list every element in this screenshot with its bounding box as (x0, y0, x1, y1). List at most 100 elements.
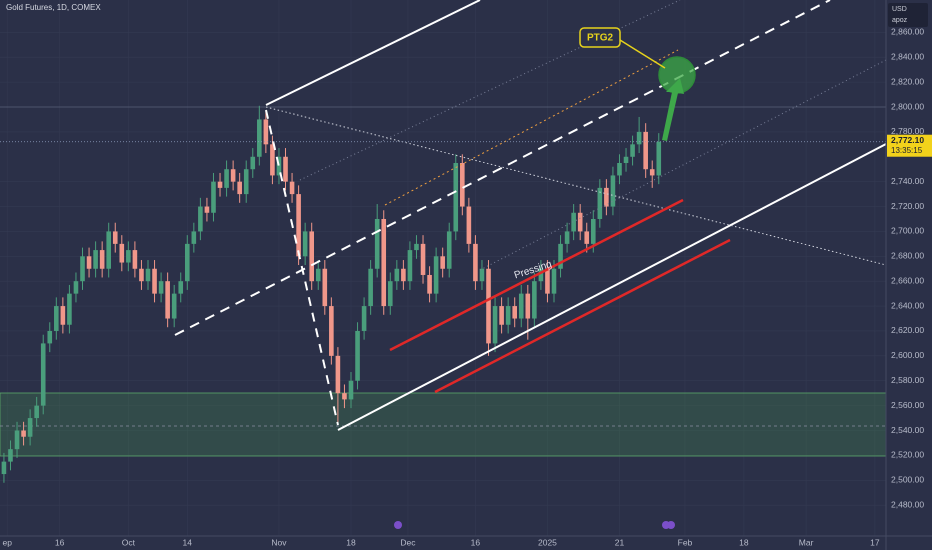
price-tag-label: 2,772.10 (891, 135, 924, 145)
drawings (174, 0, 887, 431)
y-tick-label: 2,500.00 (891, 475, 924, 485)
candle-body (329, 306, 334, 356)
candle-body (361, 306, 367, 331)
y-tick-label: 2,620.00 (891, 325, 924, 335)
y-tick-label: 2,680.00 (891, 251, 924, 261)
candle-body (610, 175, 616, 207)
candle-body (145, 268, 151, 282)
x-tick-label: 18 (346, 537, 356, 547)
candle-body (54, 306, 59, 331)
candle-body (446, 231, 452, 269)
red-line (434, 238, 731, 394)
candle-body (414, 243, 419, 251)
x-tick-label: ep (2, 537, 12, 547)
price-axis (886, 0, 932, 550)
candle-body (584, 231, 590, 244)
drop-line (265, 109, 339, 426)
candle-body (590, 218, 596, 244)
candle-body (8, 449, 13, 462)
channel-mid (174, 0, 831, 336)
candle-body (270, 144, 275, 176)
candle-body (538, 268, 544, 282)
candle-body (257, 119, 262, 157)
candle-body (604, 187, 609, 207)
y-tick-label: 2,720.00 (891, 201, 924, 211)
candle-body (636, 131, 642, 145)
candle-body (577, 212, 583, 232)
candle-body (492, 306, 498, 344)
candle-body (250, 156, 256, 170)
candle-body (178, 281, 184, 294)
candle-body (99, 250, 105, 269)
y-tick-label: 2,540.00 (891, 425, 924, 435)
y-tick-label: 2,860.00 (891, 27, 924, 37)
price-tag-box (887, 134, 932, 157)
candle-body (139, 268, 144, 282)
candle-body (230, 169, 236, 182)
candle-body (342, 393, 347, 400)
candle-body (27, 418, 33, 437)
target-arrow (662, 78, 684, 141)
callout-box (579, 27, 621, 48)
candle-body (86, 256, 92, 269)
candle-body (237, 181, 242, 195)
y-tick-label: 2,840.00 (891, 51, 924, 61)
candle-body (198, 206, 203, 232)
candle-body (649, 169, 655, 176)
callout-label: PTG2 (587, 33, 614, 44)
candle-body (152, 268, 157, 294)
y-tick-label: 2,780.00 (891, 126, 924, 136)
candle-body (14, 430, 20, 450)
candle-body (401, 268, 406, 282)
candle-body (473, 243, 478, 282)
candle-body (571, 212, 576, 232)
orange-line (384, 49, 679, 206)
candle-body (211, 181, 216, 213)
x-tick-label: Oct (122, 537, 136, 547)
candle-body (348, 380, 354, 400)
candle-body (545, 268, 550, 294)
candle-body (93, 250, 98, 269)
candle-body (387, 281, 393, 307)
channel-top (265, 0, 481, 106)
candle-body (453, 162, 459, 232)
candle-body (355, 330, 360, 381)
candle-body (525, 293, 531, 319)
fib-line (479, 59, 887, 271)
candle-body (518, 293, 524, 319)
trend-line (265, 106, 887, 266)
candle-body (243, 169, 249, 195)
channel-bottom (337, 143, 887, 431)
chart-title: Gold Futures, 1D, COMEX (6, 3, 101, 12)
candle-body (486, 268, 491, 344)
y-tick-label: 2,660.00 (891, 275, 924, 285)
candle-body (158, 281, 164, 294)
candle-body (394, 268, 400, 282)
candle-body (34, 405, 39, 419)
x-tick-label: Mar (799, 537, 814, 547)
candle-body (126, 250, 131, 263)
candle-body (407, 250, 413, 282)
candle-body (427, 274, 432, 294)
event-icon (394, 521, 402, 529)
candle-body (433, 256, 439, 294)
x-tick-label: 2025 (538, 537, 557, 547)
y-tick-label: 2,640.00 (891, 300, 924, 310)
candle-body (132, 250, 138, 269)
x-tick-label: 14 (183, 537, 193, 547)
candle-body (315, 268, 321, 282)
candle-body (217, 181, 223, 188)
y-tick-label: 2,480.00 (891, 499, 924, 509)
candles (1, 105, 662, 483)
candle-body (67, 293, 72, 325)
y-tick-label: 2,520.00 (891, 450, 924, 460)
candle-body (119, 243, 125, 263)
candle-body (283, 156, 288, 182)
candle-body (171, 293, 177, 319)
candle-body (289, 181, 295, 195)
candle-body (656, 141, 662, 176)
candle-body (263, 119, 269, 145)
x-tick-label: 17 (870, 537, 880, 547)
